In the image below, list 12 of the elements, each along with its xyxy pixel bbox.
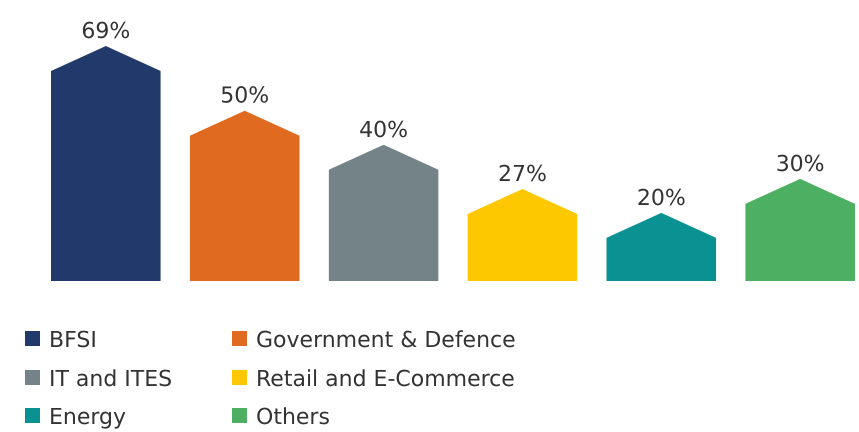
legend-label: BFSI <box>49 328 97 353</box>
legend-label: Others <box>256 405 330 430</box>
legend-label: IT and ITES <box>49 367 172 392</box>
data-label: 50% <box>220 84 270 109</box>
legend-label: Retail and E-Commerce <box>256 367 515 392</box>
data-label: 69% <box>81 19 130 44</box>
data-label: 27% <box>498 162 547 188</box>
legend-label: Government & Defence <box>256 328 516 353</box>
data-label: 20% <box>636 186 686 211</box>
data-label: 40% <box>359 118 408 143</box>
data-label: 30% <box>776 152 825 177</box>
legend-label: Energy <box>49 405 126 430</box>
